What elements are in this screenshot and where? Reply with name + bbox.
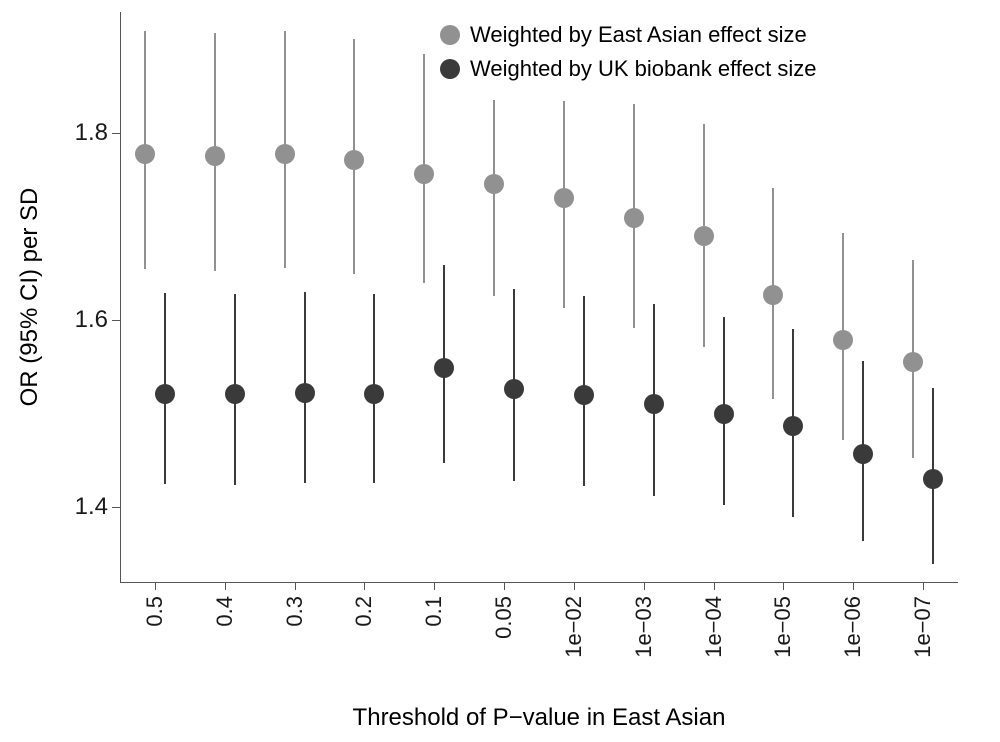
x-tick-label: 0.1 — [421, 596, 447, 627]
y-tick-mark — [112, 507, 120, 508]
x-tick-label: 0.3 — [282, 596, 308, 627]
x-axis-title: Threshold of P−value in East Asian — [353, 704, 726, 732]
legend-marker-icon — [440, 59, 460, 79]
chart-container: 1.41.61.8 0.50.40.30.20.10.051e−021e−031… — [0, 0, 1000, 742]
east-asian-point — [554, 188, 574, 208]
y-tick-mark — [112, 320, 120, 321]
uk-biobank-point — [783, 416, 803, 436]
east-asian-error-bar — [493, 100, 495, 296]
east-asian-point — [205, 146, 225, 166]
legend-marker-icon — [440, 25, 460, 45]
uk-biobank-point — [644, 394, 664, 414]
uk-biobank-point — [923, 469, 943, 489]
uk-biobank-point — [574, 385, 594, 405]
y-axis-line — [120, 12, 121, 582]
legend-label: Weighted by UK biobank effect size — [470, 56, 817, 82]
y-tick-mark — [112, 133, 120, 134]
x-tick-mark — [783, 582, 784, 590]
x-tick-mark — [225, 582, 226, 590]
x-tick-label: 0.05 — [491, 596, 517, 639]
x-tick-mark — [714, 582, 715, 590]
x-tick-label: 1e−04 — [701, 596, 727, 658]
x-tick-mark — [364, 582, 365, 590]
y-tick-label: 1.8 — [0, 119, 108, 147]
east-asian-point — [763, 285, 783, 305]
x-tick-mark — [155, 582, 156, 590]
legend-item-uk-biobank: Weighted by UK biobank effect size — [440, 56, 817, 82]
east-asian-point — [694, 226, 714, 246]
east-asian-point — [344, 150, 364, 170]
y-tick-label: 1.4 — [0, 493, 108, 521]
x-tick-label: 1e−05 — [770, 596, 796, 658]
x-tick-label: 1e−03 — [631, 596, 657, 658]
uk-biobank-point — [853, 444, 873, 464]
legend-label: Weighted by East Asian effect size — [470, 22, 807, 48]
uk-biobank-point — [155, 384, 175, 404]
east-asian-point — [414, 164, 434, 184]
x-tick-mark — [295, 582, 296, 590]
east-asian-point — [903, 352, 923, 372]
east-asian-point — [624, 208, 644, 228]
x-tick-label: 0.4 — [212, 596, 238, 627]
uk-biobank-point — [364, 384, 384, 404]
x-tick-label: 1e−07 — [910, 596, 936, 658]
x-tick-label: 0.5 — [142, 596, 168, 627]
uk-biobank-point — [225, 384, 245, 404]
x-tick-label: 1e−02 — [561, 596, 587, 658]
x-tick-mark — [923, 582, 924, 590]
x-tick-mark — [853, 582, 854, 590]
uk-biobank-point — [504, 379, 524, 399]
east-asian-point — [135, 144, 155, 164]
x-tick-mark — [574, 582, 575, 590]
x-tick-mark — [504, 582, 505, 590]
x-tick-mark — [434, 582, 435, 590]
uk-biobank-point — [295, 383, 315, 403]
y-axis-title: OR (95% CI) per SD — [16, 188, 44, 407]
plot-area — [120, 12, 958, 582]
x-axis-line — [120, 582, 958, 583]
east-asian-point — [484, 174, 504, 194]
east-asian-point — [275, 144, 295, 164]
uk-biobank-point — [714, 404, 734, 424]
legend: Weighted by East Asian effect size Weigh… — [440, 22, 817, 82]
uk-biobank-point — [434, 358, 454, 378]
legend-item-east-asian: Weighted by East Asian effect size — [440, 22, 817, 48]
x-tick-label: 1e−06 — [840, 596, 866, 658]
east-asian-point — [833, 330, 853, 350]
x-tick-label: 0.2 — [351, 596, 377, 627]
x-tick-mark — [644, 582, 645, 590]
